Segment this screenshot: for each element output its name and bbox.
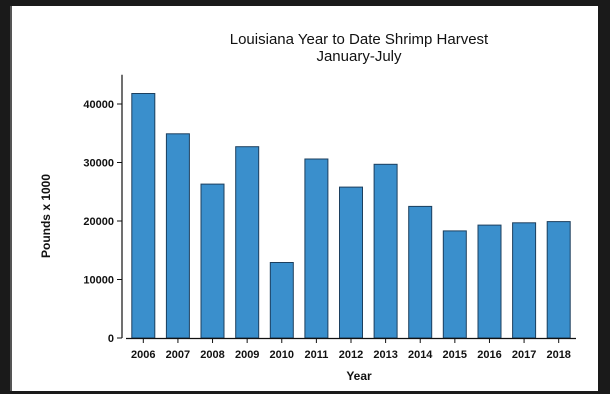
bar-2008 xyxy=(200,183,225,339)
bar-2012 xyxy=(339,186,363,339)
x-tick-label-2012: 2012 xyxy=(339,349,363,361)
bar-2016 xyxy=(477,224,502,339)
y-tick-label-0: 0 xyxy=(108,333,114,345)
x-tick-label-2006: 2006 xyxy=(131,349,155,361)
bar-2009 xyxy=(235,146,260,339)
y-tick-label-30000: 30000 xyxy=(83,158,114,170)
x-tick-label-2008: 2008 xyxy=(200,349,224,361)
bar-2014 xyxy=(408,205,433,339)
x-tick-label-2015: 2015 xyxy=(443,349,467,361)
bar-2006 xyxy=(131,93,156,339)
x-tick-label-2018: 2018 xyxy=(546,349,570,361)
y-tick-label-20000: 20000 xyxy=(83,216,114,228)
bar-2007 xyxy=(165,133,190,339)
bar-2018 xyxy=(546,221,571,339)
x-tick-label-2011: 2011 xyxy=(304,349,328,361)
x-tick-label-2010: 2010 xyxy=(270,349,294,361)
y-tick-label-10000: 10000 xyxy=(83,275,114,287)
x-tick-label-2009: 2009 xyxy=(235,349,259,361)
bar-2017 xyxy=(512,222,537,339)
bar-chart: Louisiana Year to Date Shrimp Harvest Ja… xyxy=(39,31,576,383)
x-tick-label-2007: 2007 xyxy=(166,349,190,361)
bar-2011 xyxy=(304,158,329,339)
x-tick-label-2014: 2014 xyxy=(408,349,433,361)
chart-title: Louisiana Year to Date Shrimp Harvest xyxy=(230,31,489,48)
chart-subtitle: January-July xyxy=(316,48,402,65)
axes: 2006 2007 2008 2009 2010 2011 2012 2013 2014 2015… xyxy=(83,74,576,361)
y-axis-title: Pounds x 1000 xyxy=(39,174,53,258)
y-tick-label-40000: 40000 xyxy=(83,99,114,111)
x-tick-label-2017: 2017 xyxy=(512,349,536,361)
bar-2010 xyxy=(269,262,294,339)
chart-panel: Louisiana Year to Date Shrimp Harvest Ja… xyxy=(10,6,598,391)
x-axis-title: Year xyxy=(346,369,372,383)
bar-2015 xyxy=(442,230,467,339)
bar-series xyxy=(131,93,571,339)
bar-2013 xyxy=(373,163,398,339)
x-tick-label-2013: 2013 xyxy=(373,349,397,361)
x-tick-label-2016: 2016 xyxy=(477,349,501,361)
